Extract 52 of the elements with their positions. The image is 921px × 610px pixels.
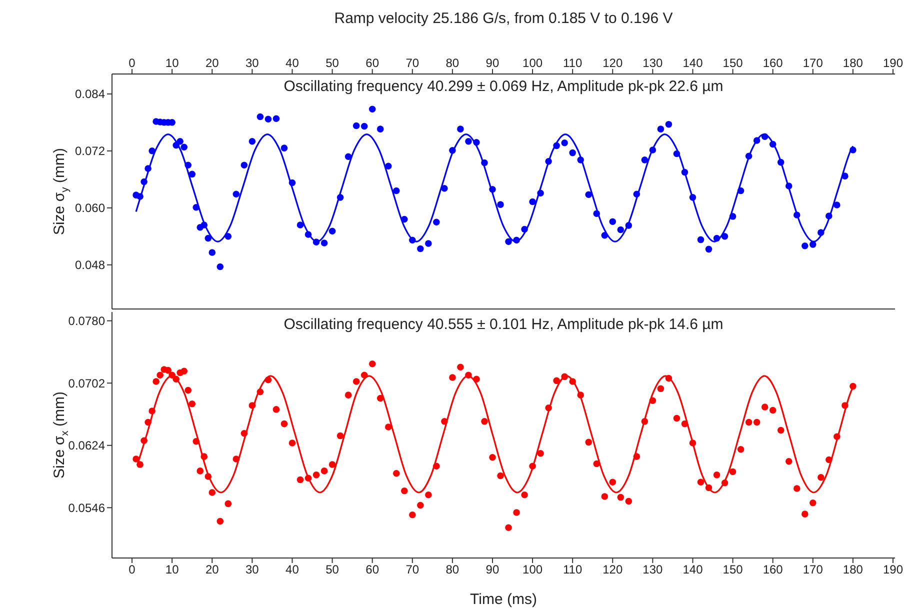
x2-tick-label: 90 <box>486 56 500 70</box>
x-tick-label: 30 <box>246 562 260 577</box>
x2-tick-label: 80 <box>446 56 460 70</box>
x-tick-label: 180 <box>842 562 864 577</box>
x-tick-label: 10 <box>165 562 180 577</box>
y-tick-label: 0.060 <box>74 201 106 216</box>
x-tick-label: 110 <box>563 562 582 577</box>
x2-tick-label: 120 <box>602 56 623 70</box>
x-tick-label: 130 <box>642 562 664 577</box>
x2-tick-label: 140 <box>682 56 704 70</box>
x-tick-label: 150 <box>722 562 744 577</box>
x-tick-label: 160 <box>762 562 784 577</box>
x-tick-label: 50 <box>326 562 340 577</box>
x-tick-label: 90 <box>486 562 500 577</box>
y-tick-label: 0.048 <box>74 258 106 272</box>
x-tick-label: 190 <box>882 562 904 577</box>
x2-axis-title: Ramp velocity 25.186 G/s, from 0.185 V to 0.196 V <box>333 10 674 27</box>
x-tick-label: 60 <box>366 562 380 577</box>
x2-tick-label: 170 <box>802 56 824 70</box>
x2-tick-label: 110 <box>563 56 582 70</box>
x2-tick-label: 30 <box>246 56 260 70</box>
y-tick-label: 0.072 <box>74 144 106 158</box>
x-tick-label: 170 <box>802 562 824 577</box>
x2-tick-label: 180 <box>842 56 864 70</box>
x2-tick-label: 60 <box>366 56 380 70</box>
x2-tick-label: 20 <box>205 56 220 70</box>
x2-tick-label: 10 <box>165 56 180 70</box>
x2-tick-label: 150 <box>722 56 744 70</box>
x2-tick-label: 50 <box>326 56 340 70</box>
x-tick-label: 70 <box>406 562 420 577</box>
x-tick-label: 120 <box>602 562 623 577</box>
annotation: Oscillating frequency 40.555 ± 0.101 Hz, Amplitude pk-pk 14.6 µm <box>282 316 724 333</box>
x-tick-label: 40 <box>286 562 300 577</box>
x2-tick-label: 40 <box>286 56 300 70</box>
x-axis-title: Time (ms) <box>470 591 537 608</box>
x2-tick-label: 190 <box>882 56 904 70</box>
x-tick-label: 100 <box>522 562 543 577</box>
x2-tick-label: 160 <box>762 56 784 70</box>
y-tick-label: 0.0546 <box>68 500 106 515</box>
x-tick-label: 0 <box>128 562 136 577</box>
x2-tick-label: 0 <box>128 56 136 70</box>
x-tick-label: 20 <box>205 562 220 577</box>
y-tick-label: 0.0702 <box>68 376 106 390</box>
x2-tick-label: 130 <box>642 56 664 70</box>
x2-tick-label: 100 <box>522 56 543 70</box>
x-tick-label: 80 <box>446 562 460 577</box>
y-tick-label: 0.084 <box>74 87 106 102</box>
y-tick-label: 0.0780 <box>68 314 106 328</box>
annotation: Oscillating frequency 40.299 ± 0.069 Hz, Amplitude pk-pk 22.6 µm <box>282 78 724 95</box>
x2-tick-label: 70 <box>406 56 420 70</box>
x-tick-label: 140 <box>682 562 704 577</box>
y-tick-label: 0.0624 <box>68 438 106 453</box>
